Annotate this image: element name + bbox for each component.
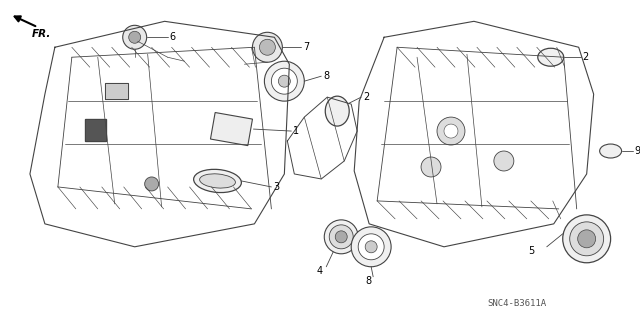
Circle shape — [271, 68, 298, 94]
Circle shape — [563, 215, 611, 263]
Circle shape — [329, 225, 353, 249]
Ellipse shape — [325, 96, 349, 126]
Circle shape — [437, 117, 465, 145]
Text: 9: 9 — [635, 146, 640, 156]
Text: 6: 6 — [170, 32, 176, 42]
Circle shape — [264, 61, 304, 101]
Circle shape — [145, 177, 159, 191]
Text: FR.: FR. — [32, 29, 51, 39]
Circle shape — [444, 124, 458, 138]
Text: 2: 2 — [582, 52, 589, 62]
Ellipse shape — [538, 48, 564, 66]
Circle shape — [129, 31, 141, 43]
Circle shape — [578, 230, 596, 248]
Text: 8: 8 — [323, 71, 330, 81]
Text: SNC4-B3611A: SNC4-B3611A — [487, 299, 546, 308]
Circle shape — [358, 234, 384, 260]
Circle shape — [494, 151, 514, 171]
Text: 7: 7 — [303, 42, 310, 52]
Text: 4: 4 — [316, 266, 323, 276]
Circle shape — [259, 39, 275, 55]
Ellipse shape — [200, 174, 236, 188]
Ellipse shape — [194, 169, 241, 193]
Circle shape — [324, 220, 358, 254]
Circle shape — [351, 227, 391, 267]
Ellipse shape — [600, 144, 621, 158]
Polygon shape — [105, 83, 128, 99]
Circle shape — [570, 222, 604, 256]
Circle shape — [278, 75, 291, 87]
Circle shape — [421, 157, 441, 177]
Circle shape — [252, 32, 282, 62]
Text: 2: 2 — [363, 92, 369, 102]
Text: 1: 1 — [293, 126, 300, 136]
Polygon shape — [211, 113, 253, 146]
Circle shape — [365, 241, 377, 253]
Circle shape — [335, 231, 348, 243]
Text: 5: 5 — [529, 246, 535, 256]
Text: 3: 3 — [273, 182, 280, 192]
Circle shape — [123, 25, 147, 49]
Text: 8: 8 — [365, 276, 371, 286]
Polygon shape — [85, 119, 106, 141]
